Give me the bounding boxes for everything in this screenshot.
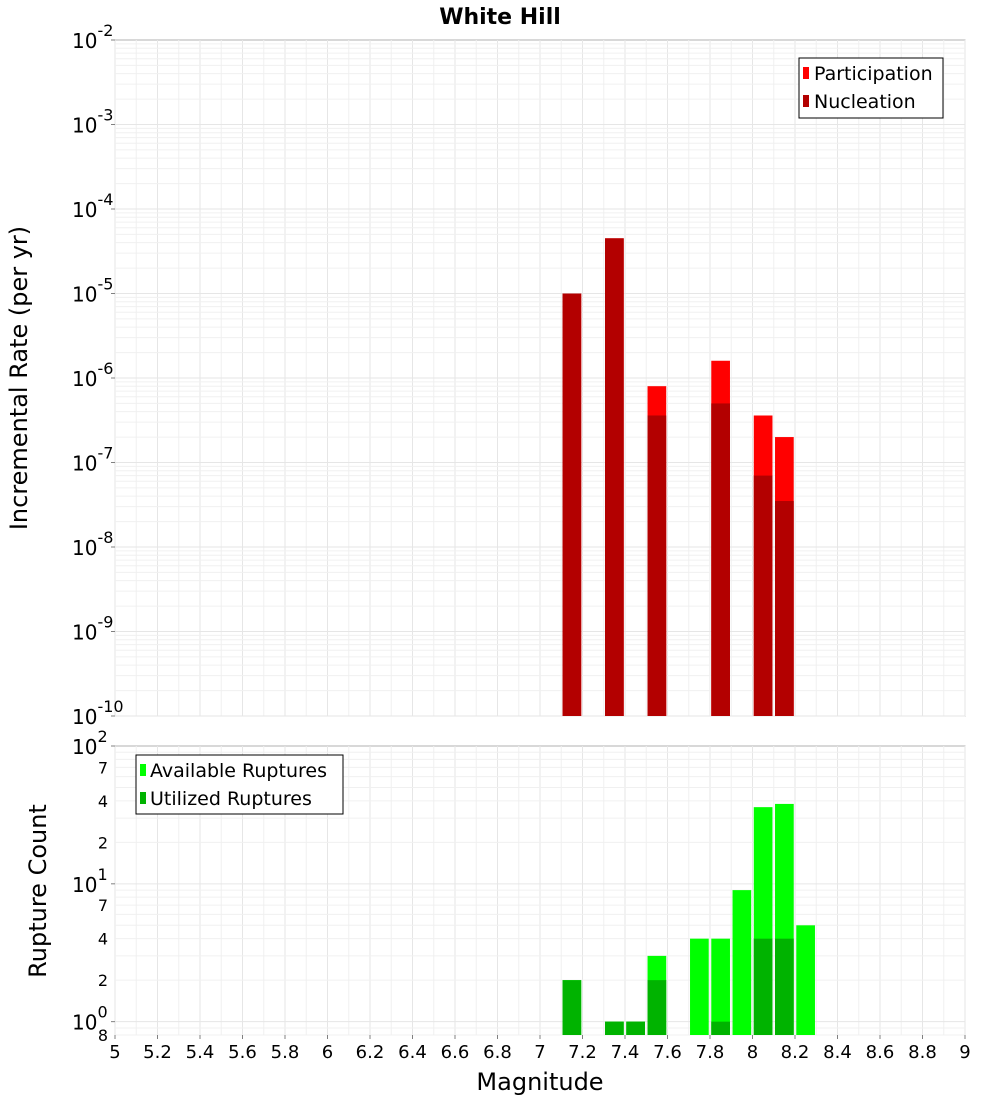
legend-swatch-available	[140, 764, 146, 776]
x-tick-label: 7.4	[611, 1042, 640, 1063]
bar-available-ruptures-8.25	[796, 925, 815, 1035]
legend-swatch-utilized	[140, 792, 146, 804]
legend-swatch-nucleation	[803, 95, 809, 107]
count-grid	[114, 746, 966, 1036]
y-tick-label: 10-3	[72, 106, 113, 138]
count-bars	[562, 803, 815, 1035]
legend-label-available: Available Ruptures	[150, 760, 327, 782]
x-tick-label: 8.6	[866, 1042, 895, 1063]
bar-utilized-ruptures-7.85	[711, 1021, 730, 1035]
y-minor-tick-label: 7	[98, 896, 108, 915]
legend-label-nucleation: Nucleation	[814, 91, 916, 113]
bar-utilized-ruptures-7.15	[562, 980, 582, 1035]
x-axis-label: Magnitude	[476, 1068, 603, 1096]
y-tick-label: 10-10	[72, 697, 124, 729]
rate-legend-box	[798, 57, 944, 119]
bar-nucleation-7.35	[605, 238, 624, 717]
y-minor-tick-label: 4	[98, 930, 108, 949]
rate-grid	[114, 40, 966, 717]
y-minor-tick-label: 4	[98, 792, 108, 811]
x-tick-label: 7.8	[696, 1042, 725, 1063]
count-y-axis-label: Rupture Count	[24, 804, 52, 978]
y-tick-label: 10-9	[72, 613, 113, 645]
x-tick-label: 9	[959, 1042, 970, 1063]
legend-label-utilized: Utilized Ruptures	[150, 788, 312, 810]
y-tick-label: 10-2	[72, 21, 113, 53]
y-tick-label: 10-7	[72, 444, 113, 476]
x-tick-label: 7.6	[653, 1042, 682, 1063]
x-tick-label: 5.6	[228, 1042, 257, 1063]
rate-bars	[562, 238, 794, 717]
x-tick-label: 7	[534, 1042, 545, 1063]
y-tick-label: 100	[72, 1003, 108, 1035]
rate-legend: Participation Nucleation	[798, 57, 944, 119]
bar-nucleation-7.85	[711, 403, 730, 716]
count-y-ticks: 100 101 102 8 2 4 7 2 4 7	[72, 727, 115, 1045]
bar-nucleation-8.05	[753, 475, 773, 716]
rate-panel: 10-10 10-9 10-8 10-7 10-6 10-5 10-4 10-3 10-2 In…	[5, 21, 966, 729]
count-legend: Available Ruptures Utilized Ruptures	[135, 754, 344, 815]
x-tick-label: 6.8	[483, 1042, 512, 1063]
y-tick-label: 101	[72, 865, 108, 897]
x-tick-label: 5.8	[271, 1042, 300, 1063]
bar-available-ruptures-7.95	[732, 890, 752, 1035]
y-minor-tick-label: 2	[98, 833, 108, 852]
bar-utilized-ruptures-7.35	[605, 1021, 624, 1035]
count-x-ticks: 5 5.2 5.4 5.6 5.8 6 6.2 6.4 6.6 6.8 7 7.2 7.4 7.6 7.8 8…	[109, 1035, 971, 1063]
bar-utilized-ruptures-7.45	[626, 1021, 645, 1035]
x-tick-label: 5.2	[143, 1042, 172, 1063]
bar-nucleation-7.55	[647, 415, 667, 716]
bar-available-ruptures-7.85	[711, 938, 730, 1035]
bar-nucleation-7.15	[562, 293, 582, 716]
bar-utilized-ruptures-7.55	[647, 980, 667, 1035]
y-minor-tick-label: 2	[98, 971, 108, 990]
bar-utilized-ruptures-8.15	[775, 938, 794, 1035]
y-minor-tick-label: 7	[98, 758, 108, 777]
x-tick-label: 8	[747, 1042, 758, 1063]
y-minor-tick-label: 8	[98, 1026, 108, 1045]
bar-available-ruptures-7.75	[690, 938, 709, 1035]
rate-y-ticks: 10-10 10-9 10-8 10-7 10-6 10-5 10-4 10-3 10-2	[72, 21, 124, 729]
x-tick-label: 6.2	[356, 1042, 385, 1063]
x-tick-label: 5	[109, 1042, 120, 1063]
x-tick-label: 5.4	[186, 1042, 215, 1063]
count-legend-box	[135, 754, 344, 815]
y-tick-label: 10-6	[72, 359, 113, 391]
x-tick-label: 6	[322, 1042, 333, 1063]
x-tick-label: 6.4	[398, 1042, 427, 1063]
rate-y-axis-label: Incremental Rate (per yr)	[5, 226, 33, 530]
bar-nucleation-8.15	[775, 501, 794, 716]
legend-swatch-participation	[803, 67, 809, 79]
y-tick-label: 10-4	[72, 190, 113, 222]
x-tick-label: 6.6	[441, 1042, 470, 1063]
x-tick-label: 8.8	[908, 1042, 937, 1063]
count-panel: 100 101 102 8 2 4 7 2 4 7 5 5.2 5.4 5.6 5.8 6 6.2 6.4 6.6…	[24, 727, 971, 1096]
legend-label-participation: Participation	[814, 63, 933, 85]
y-tick-label: 102	[72, 727, 108, 759]
y-tick-label: 10-5	[72, 275, 113, 307]
bar-utilized-ruptures-8.05	[753, 938, 773, 1035]
x-tick-label: 8.2	[781, 1042, 810, 1063]
x-tick-label: 8.4	[823, 1042, 852, 1063]
x-tick-label: 7.2	[568, 1042, 597, 1063]
y-tick-label: 10-8	[72, 528, 113, 560]
chart-title: White Hill	[439, 5, 561, 30]
